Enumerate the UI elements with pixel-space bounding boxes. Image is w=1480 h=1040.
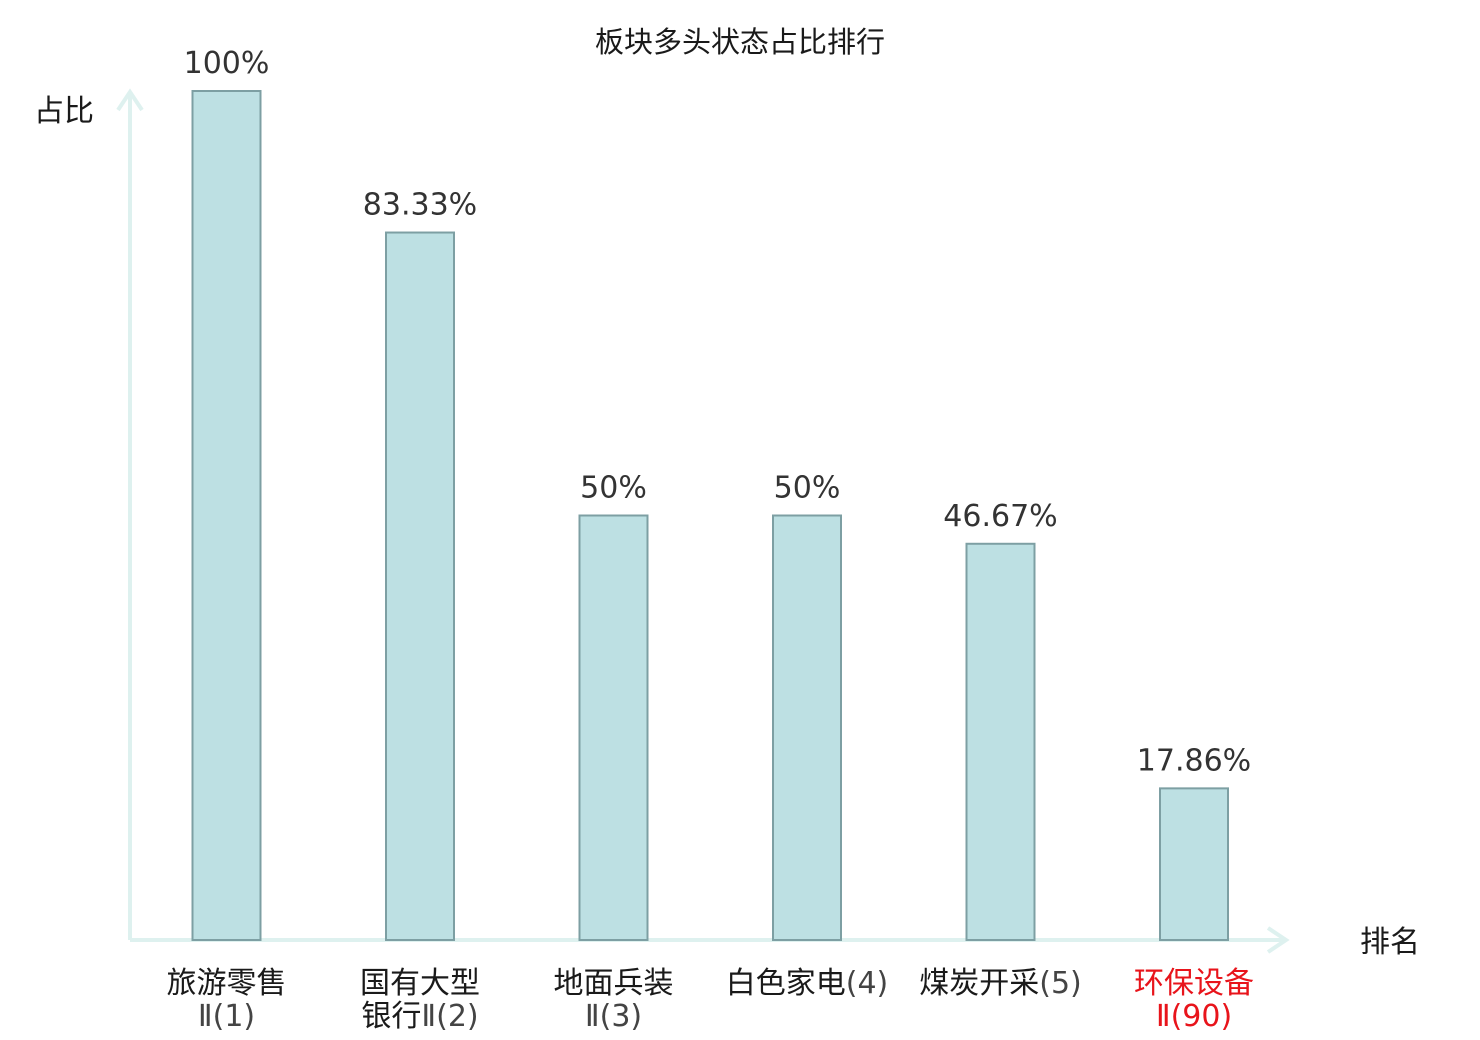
value-labels-group: 100% 83.33% 50% 50% 46.67% 17.86% [184,46,1252,778]
bar [965,542,1036,942]
bar-value-label: 46.67% [943,499,1057,534]
x-tick-label: 旅游零售 Ⅱ(1) [167,966,287,1034]
x-tick-label: 国有大型银行Ⅱ(2) [360,966,480,1034]
x-tick-label: 煤炭开采(5) [919,966,1082,1001]
x-tick-label: 地面兵装 Ⅱ(3) [554,966,674,1034]
bar [191,90,262,941]
y-axis [116,88,144,940]
y-axis-arrow [116,88,144,112]
chart-title: 板块多头状态占比排行 [595,25,885,59]
y-axis-label: 占比 [34,94,94,129]
bars-group [191,90,1229,942]
category-labels-group: 旅游零售 Ⅱ(1) 国有大型银行Ⅱ(2) 地面兵装 Ⅱ(3) 白色家电(4) 煤炭开采(5)… [167,966,1255,1034]
x-axis-arrow [1266,926,1290,954]
x-axis-label: 排名 [1360,925,1420,960]
bar-value-label: 50% [774,471,841,506]
bar-value-label: 17.86% [1137,743,1251,778]
x-tick-label: 白色家电(4) [726,966,889,1001]
bar-value-label: 50% [580,471,647,506]
bar-value-label: 100% [184,46,270,81]
bar-value-label: 83.33% [363,188,477,223]
bar [385,231,455,941]
bar [1159,787,1229,941]
x-tick-label: 环保设备 Ⅱ(90) [1134,966,1254,1034]
bar [578,514,649,941]
bar [772,514,842,941]
x-axis [130,926,1290,954]
